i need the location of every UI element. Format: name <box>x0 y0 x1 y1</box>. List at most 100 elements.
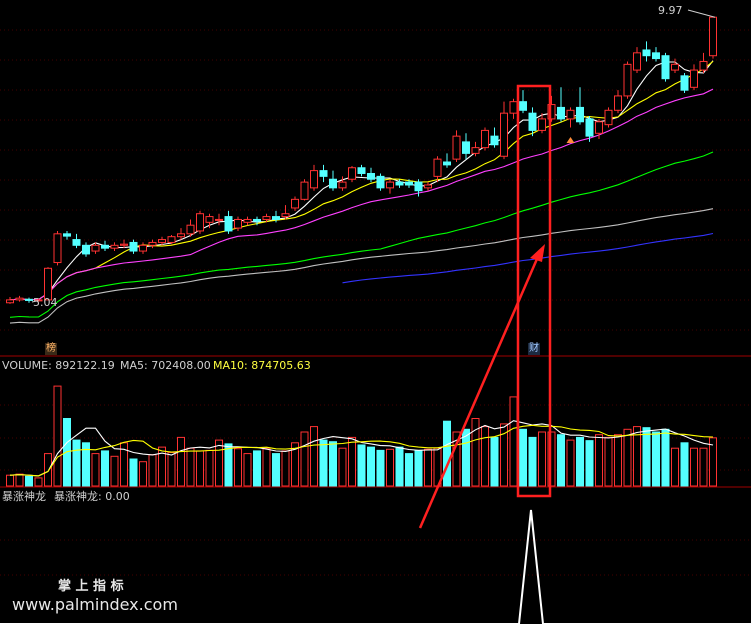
volume-bar <box>91 453 100 487</box>
candle-body <box>53 233 62 264</box>
volume-bar <box>690 447 698 487</box>
candle-body <box>452 135 461 160</box>
candle-body <box>623 63 632 97</box>
candle-body <box>462 141 470 154</box>
candle-body <box>509 101 518 114</box>
volume-bar <box>462 428 470 487</box>
candle-body <box>538 118 546 131</box>
candle-body <box>566 109 575 120</box>
volume-bar <box>25 475 33 487</box>
volume-bar <box>234 448 242 487</box>
volume-bar <box>53 385 62 487</box>
indicator-spike-line <box>0 509 751 624</box>
volume-bar <box>452 431 461 487</box>
ma40-line <box>9 151 714 318</box>
volume-bar <box>490 436 499 487</box>
volume-ma10-label: MA10: 874705.63 <box>213 359 311 372</box>
ma120-line <box>342 232 714 284</box>
volume-bar <box>623 428 632 487</box>
candle-body <box>186 224 195 235</box>
candle-body <box>281 213 290 218</box>
candle-body <box>481 129 489 149</box>
volume-bar <box>367 446 375 487</box>
volume-bar <box>148 454 157 487</box>
volume-bar <box>319 439 328 487</box>
volume-bar <box>443 420 451 487</box>
cai-marker[interactable]: 财 <box>528 343 540 355</box>
volume-bar <box>604 436 613 487</box>
indicator-value-label: 暴涨神龙: 0.00 <box>54 490 130 503</box>
candle-body <box>395 181 404 186</box>
candle-body <box>272 216 280 220</box>
volume-bar <box>671 447 679 487</box>
volume-bar <box>500 423 508 487</box>
volume-bar <box>585 440 594 487</box>
candle-body <box>576 106 584 123</box>
volume-bar <box>652 431 660 487</box>
volume-bar <box>72 439 81 487</box>
candle-body <box>215 218 223 221</box>
volume-bar <box>405 453 413 487</box>
candle-body <box>224 216 233 232</box>
candle-body <box>243 218 252 223</box>
bang-marker[interactable]: 榜 <box>45 343 57 355</box>
candle-body <box>177 233 185 238</box>
candle-body <box>471 147 480 154</box>
candle-body <box>642 49 651 57</box>
candle-body <box>129 241 138 252</box>
candle-body <box>414 181 423 192</box>
volume-bar <box>215 439 223 487</box>
high-pointer-line <box>687 9 716 18</box>
candle-body <box>300 181 309 200</box>
volume-bar <box>471 418 480 487</box>
volume-bar <box>509 396 518 487</box>
candle-body <box>91 244 100 252</box>
candle-body <box>319 170 328 177</box>
volume-bar <box>357 444 366 487</box>
volume-bar <box>272 453 280 487</box>
volume-bar <box>376 449 385 487</box>
volume-bar <box>262 447 271 487</box>
watermark-title: 掌 上 指 标 <box>58 579 124 594</box>
volume-bar <box>167 452 176 487</box>
volume-bar <box>557 434 565 487</box>
candle-body <box>101 244 109 249</box>
candle-body <box>614 95 622 111</box>
volume-bar <box>566 439 575 487</box>
signal-triangle <box>566 137 575 144</box>
candle-body <box>547 104 556 120</box>
watermark-url: www.palmindex.com <box>12 595 178 614</box>
candle-body <box>348 167 356 180</box>
annotation-arrow-line <box>418 251 542 529</box>
candle-body <box>338 181 347 189</box>
candle-body <box>44 267 52 301</box>
volume-bar <box>709 437 717 487</box>
volume-bar <box>633 426 641 487</box>
volume-bar <box>44 453 52 487</box>
candle-body <box>500 112 508 157</box>
candle-body <box>680 75 689 91</box>
volume-bar <box>129 458 138 487</box>
candle-body <box>490 135 499 146</box>
candle-body <box>367 172 375 180</box>
ma20-line <box>9 88 714 301</box>
volume-bar <box>386 448 394 487</box>
volume-ma5-label: MA5: 702408.00 <box>120 359 211 372</box>
highlight-box <box>516 84 552 498</box>
candle-body <box>262 216 271 220</box>
volume-bar <box>595 434 603 487</box>
volume-bar <box>699 447 708 487</box>
volume-bar <box>424 448 432 487</box>
indicator-title: 暴涨神龙 <box>2 490 46 503</box>
candle-body <box>82 244 90 255</box>
candle-body <box>139 244 147 252</box>
volume-bar <box>519 428 527 487</box>
volume-bar <box>243 453 252 487</box>
candle-body <box>433 158 442 177</box>
candle-body <box>357 167 366 174</box>
candle-body <box>424 184 432 189</box>
volume-bar <box>101 450 109 487</box>
ma5-line <box>9 60 714 301</box>
